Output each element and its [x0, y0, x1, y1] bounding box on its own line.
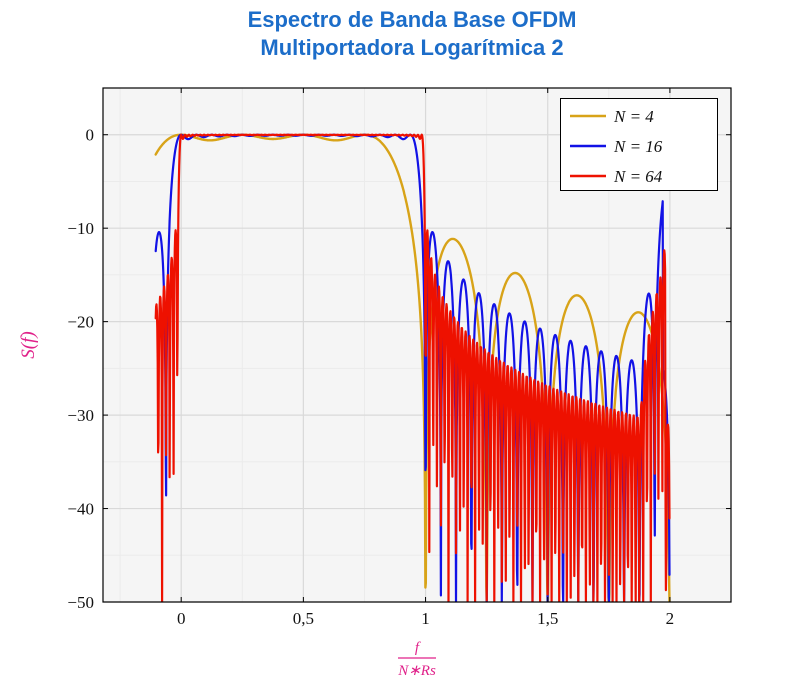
legend-label-n16: N = 16 [613, 137, 663, 156]
y-axis-tick-label: −20 [67, 313, 94, 332]
x-axis-label-denominator: N∗Rs [397, 663, 436, 679]
y-axis-tick-label: −10 [67, 219, 94, 238]
x-axis-label-fraction: f N∗Rs [397, 640, 436, 679]
y-axis-tick-label: −40 [67, 500, 94, 519]
y-axis-label: S(f) [18, 331, 39, 358]
legend-entry-n16: N = 16 [570, 137, 663, 156]
legend-entry-n4: N = 4 [570, 107, 654, 126]
plot-frame [102, 87, 732, 603]
legend-entry-n64: N = 64 [570, 167, 663, 186]
chart-title-line1: Espectro de Banda Base OFDM [248, 7, 577, 32]
x-axis-tick-label: 1,5 [537, 609, 558, 628]
legend-label-n64: N = 64 [613, 167, 663, 186]
series-line-n64 [154, 133, 671, 602]
y-axis-tick-label: −50 [67, 593, 94, 612]
legend-label-n4: N = 4 [613, 107, 654, 126]
chart-title-line2: Multiportadora Logarítmica 2 [260, 35, 563, 60]
x-axis-tick-label: 0,5 [293, 609, 314, 628]
x-axis-tick-label: 0 [177, 609, 186, 628]
y-axis-tick-label: −30 [67, 406, 94, 425]
x-axis-tick-label: 1 [421, 609, 430, 628]
axis-ticks: 0 0,5 1 1,5 2 0 −10 −20 −30 −40 −50 [67, 88, 731, 628]
y-axis-tick-label: 0 [86, 126, 95, 145]
x-axis-label-numerator: f [415, 640, 421, 656]
x-axis-tick-label: 2 [666, 609, 675, 628]
series-lines [154, 133, 671, 602]
legend-box: N = 4 N = 16 N = 64 [560, 98, 718, 191]
